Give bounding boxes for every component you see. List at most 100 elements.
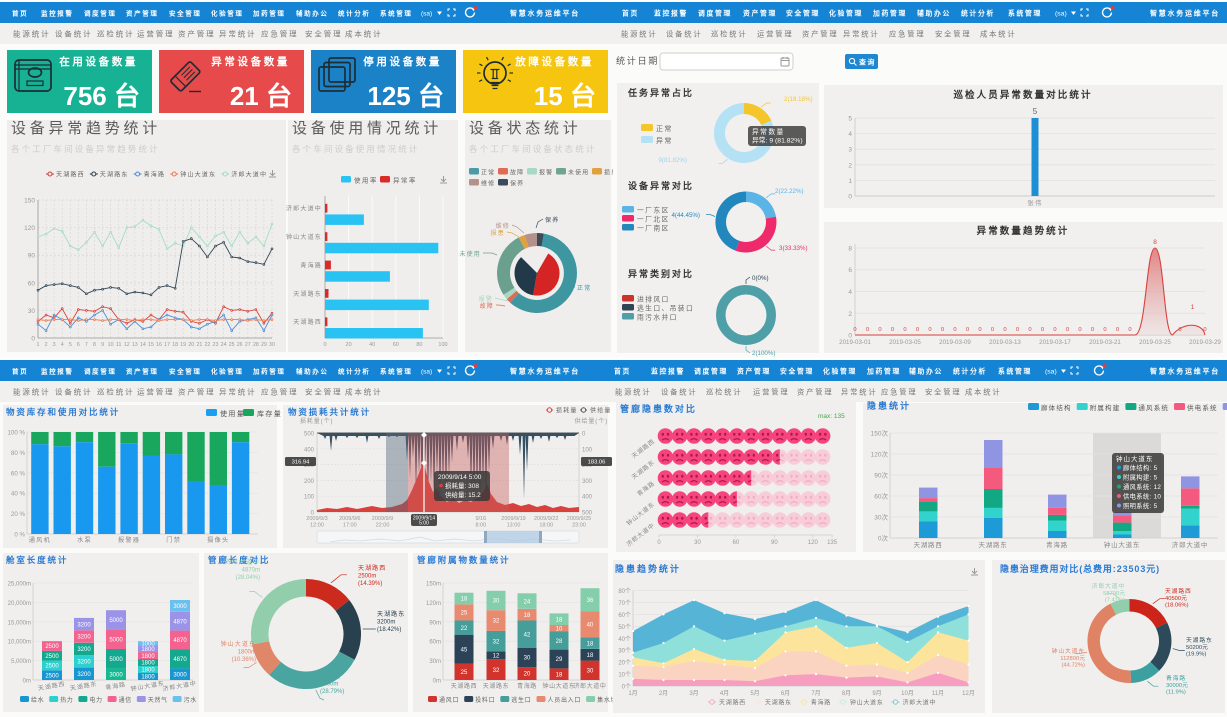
svg-text:5:00: 5:00: [419, 521, 429, 527]
svg-text:0: 0: [978, 327, 981, 333]
svg-text:运营管理: 运营管理: [757, 30, 794, 39]
svg-text:3(33.33%): 3(33.33%): [779, 245, 808, 252]
svg-text:25: 25: [461, 670, 468, 676]
svg-text:2019-03-05: 2019-03-05: [889, 339, 921, 346]
svg-text:应急管理: 应急管理: [261, 387, 299, 397]
svg-text:2009/9/19: 2009/9/19: [501, 516, 525, 522]
svg-text:钟山大道东: 钟山大道东: [542, 682, 575, 690]
svg-text:1000: 1000: [141, 641, 155, 647]
svg-text:维修: 维修: [496, 222, 510, 230]
svg-text:济郎大道中: 济郎大道中: [286, 205, 322, 213]
svg-text:0: 0: [866, 327, 869, 333]
svg-text:损患: 损患: [491, 229, 505, 237]
svg-text:逃生口、吊装口: 逃生口、吊装口: [637, 304, 694, 313]
svg-text:2(18.18%): 2(18.18%): [784, 96, 813, 103]
svg-text:22:00: 22:00: [376, 523, 390, 529]
svg-text:30: 30: [28, 308, 36, 315]
svg-text:调度管理: 调度管理: [698, 9, 732, 18]
svg-text:24: 24: [221, 342, 227, 348]
svg-text:加药管理: 加药管理: [866, 367, 901, 376]
svg-text:巡检人员异常数量对比统计: 巡检人员异常数量对比统计: [953, 89, 1092, 101]
svg-text:(sa): (sa): [1045, 369, 1057, 376]
svg-text:10月: 10月: [901, 690, 914, 697]
svg-text:150: 150: [24, 198, 35, 205]
svg-text:1800: 1800: [141, 668, 155, 674]
svg-text:故障: 故障: [510, 169, 524, 177]
svg-text:通风机: 通风机: [29, 536, 51, 544]
svg-text:天湖路西: 天湖路西: [56, 171, 85, 179]
svg-text:400: 400: [582, 495, 593, 501]
svg-text:异常类别对比: 异常类别对比: [628, 268, 694, 279]
svg-text:天湖路东: 天湖路东: [377, 610, 405, 618]
svg-text:3200: 3200: [77, 660, 91, 666]
svg-text:0: 0: [1016, 327, 1019, 333]
svg-text:设备异常对比: 设备异常对比: [628, 180, 694, 191]
svg-text:0: 0: [1103, 327, 1106, 333]
svg-text:20: 20: [524, 672, 531, 678]
svg-text:0: 0: [1128, 327, 1131, 333]
svg-text:3200m: 3200m: [377, 620, 395, 626]
svg-text:损耗量: 损耗量: [556, 407, 578, 415]
svg-text:钟山大道东: 钟山大道东: [286, 233, 322, 241]
svg-text:统计分析: 统计分析: [953, 367, 987, 376]
svg-text:18: 18: [587, 641, 594, 647]
svg-text:安全管理: 安全管理: [925, 388, 962, 397]
svg-text:成本统计: 成本统计: [345, 387, 383, 397]
svg-text:异常设备数量: 异常设备数量: [211, 55, 290, 68]
svg-text:钟山大道东: 钟山大道东: [221, 640, 256, 648]
svg-text:9: 9: [101, 342, 104, 348]
svg-text:保养: 保养: [545, 216, 559, 224]
svg-text:60: 60: [733, 540, 740, 546]
svg-text:3000: 3000: [173, 604, 187, 610]
svg-text:加药管理: 加药管理: [252, 367, 286, 376]
svg-text:青海路: 青海路: [517, 682, 537, 690]
svg-text:0: 0: [891, 327, 894, 333]
svg-text:2019-03-25: 2019-03-25: [1139, 339, 1171, 346]
svg-text:摄像头: 摄像头: [207, 536, 229, 544]
svg-text:辅助办公: 辅助办公: [296, 9, 329, 18]
svg-text:30: 30: [587, 669, 594, 675]
svg-text:集水坑: 集水坑: [597, 696, 613, 704]
svg-text:12: 12: [124, 342, 130, 348]
svg-text:调度管理: 调度管理: [694, 367, 728, 376]
svg-text:运营管理: 运营管理: [753, 388, 790, 397]
svg-text:成本统计: 成本统计: [345, 29, 383, 39]
svg-text:监控报警: 监控报警: [654, 9, 688, 18]
svg-text:异常统计: 异常统计: [841, 388, 878, 397]
svg-text:20个: 20个: [618, 660, 631, 667]
svg-text:4870m: 4870m: [242, 568, 260, 574]
svg-text:(28.04%): (28.04%): [236, 575, 260, 581]
svg-text:资产管理: 资产管理: [126, 9, 159, 18]
svg-text:供给量: 供给量: [590, 407, 612, 415]
svg-text:给水: 给水: [31, 696, 44, 704]
svg-text:逃生口: 逃生口: [511, 696, 531, 704]
svg-text:10个: 10个: [618, 672, 631, 679]
svg-text:巡检统计: 巡检统计: [97, 29, 135, 39]
svg-text:50200元: 50200元: [1186, 644, 1208, 651]
svg-text:15: 15: [148, 342, 154, 348]
svg-text:29: 29: [261, 342, 267, 348]
svg-text:29: 29: [556, 657, 563, 663]
svg-text:60: 60: [28, 280, 36, 287]
svg-text:0: 0: [853, 327, 856, 333]
svg-text:0: 0: [1203, 327, 1206, 333]
svg-text:21 台: 21 台: [230, 81, 292, 111]
svg-text:异常统计: 异常统计: [843, 30, 880, 39]
svg-text:一厂南区: 一厂南区: [637, 224, 670, 233]
svg-text:(28.79%): (28.79%): [320, 689, 344, 695]
svg-text:智慧水务运维平台: 智慧水务运维平台: [510, 9, 580, 18]
svg-text:损耗量: 308: 损耗量: 308: [445, 481, 479, 490]
svg-text:(sa): (sa): [421, 11, 432, 18]
svg-text:32: 32: [493, 668, 500, 674]
svg-text:附属构建: 附属构建: [1090, 403, 1121, 412]
svg-text:18: 18: [556, 672, 563, 678]
svg-text:加药管理: 加药管理: [872, 9, 907, 18]
svg-text:0: 0: [1178, 327, 1181, 333]
svg-text:异常统计: 异常统计: [219, 387, 257, 397]
svg-text:2009/9/14: 2009/9/14: [413, 516, 435, 522]
svg-text:济郎大道中: 济郎大道中: [231, 171, 267, 179]
svg-text:保养: 保养: [510, 180, 524, 188]
svg-text:3: 3: [848, 147, 852, 154]
svg-text:80: 80: [416, 342, 422, 348]
svg-text:济郎大道中: 济郎大道中: [573, 682, 606, 690]
